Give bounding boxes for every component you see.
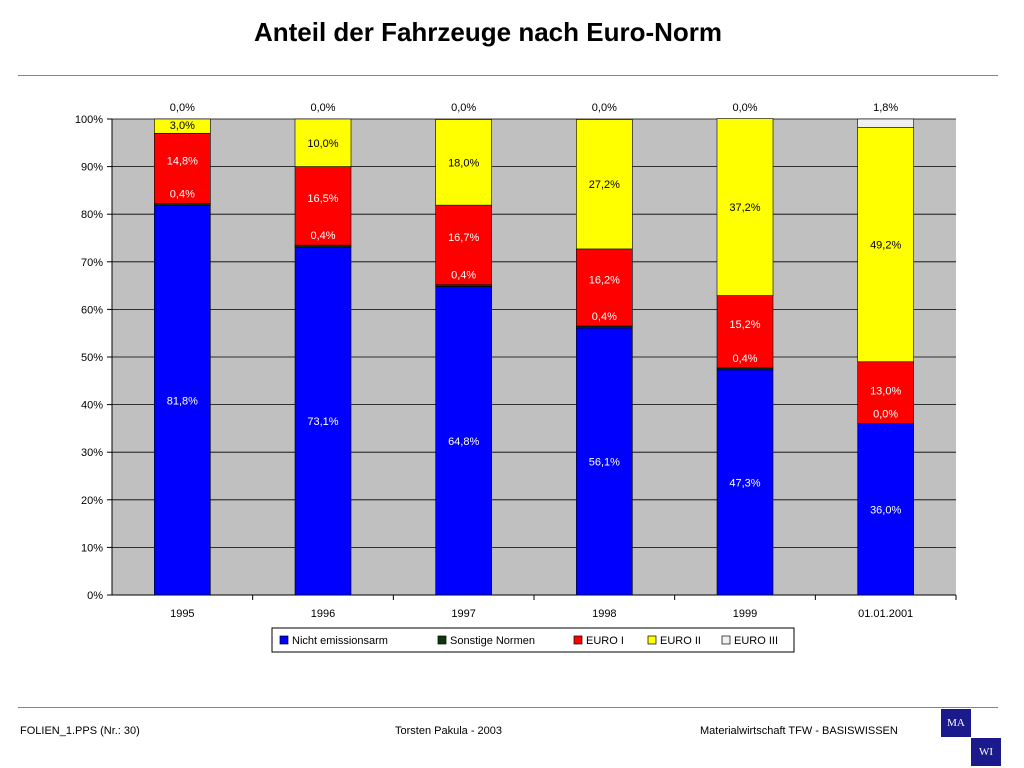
y-tick-label: 100% [75, 114, 103, 126]
logo-ma-box: MA [941, 709, 971, 737]
data-label: 0,0% [732, 102, 757, 114]
bar-segment [716, 118, 774, 296]
footer-divider [18, 707, 998, 708]
data-label: 14,8% [167, 156, 198, 168]
data-label: 37,2% [729, 202, 760, 214]
data-label: 0,0% [873, 409, 898, 421]
legend-swatch [279, 635, 289, 645]
data-label: 36,0% [870, 504, 901, 516]
data-label: 0,4% [592, 311, 617, 323]
legend-label: Nicht emissionsarm [292, 635, 388, 647]
data-label: 0,0% [592, 102, 617, 114]
y-tick-label: 80% [81, 209, 103, 221]
legend-label: Sonstige Normen [450, 635, 535, 647]
y-tick-label: 40% [81, 400, 103, 412]
x-tick-label: 1999 [733, 608, 757, 620]
y-tick-label: 10% [81, 542, 103, 554]
bar-segment [294, 166, 352, 246]
legend-label: EURO III [734, 635, 778, 647]
data-label: 13,0% [870, 386, 901, 398]
data-label: 0,0% [170, 102, 195, 114]
legend-swatch [573, 635, 583, 645]
footer-file-info: FOLIEN_1.PPS (Nr.: 30) [20, 725, 140, 737]
y-tick-label: 90% [81, 162, 103, 174]
bar-segment [576, 119, 633, 250]
bar-segment [435, 119, 492, 206]
data-label: 0,4% [732, 353, 757, 365]
bar-segment [154, 205, 211, 596]
footer-course: Materialwirtschaft TFW - BASISWISSEN [700, 725, 898, 737]
x-tick-label: 1996 [311, 608, 335, 620]
legend-label: EURO II [660, 635, 701, 647]
bar-segment [576, 327, 633, 596]
bar-segment [435, 286, 492, 596]
footer-author: Torsten Pakula - 2003 [395, 725, 503, 737]
bar-segment [857, 361, 914, 424]
data-label: 3,0% [170, 120, 195, 132]
data-label: 56,1% [589, 456, 620, 468]
bar-segment [857, 118, 914, 128]
bar-segment [716, 295, 774, 369]
y-tick-label: 20% [81, 495, 103, 507]
data-label: 15,2% [729, 319, 760, 331]
bar-segment [857, 127, 914, 363]
bar-segment [716, 369, 774, 596]
data-label: 27,2% [589, 179, 620, 191]
data-label: 16,2% [589, 275, 620, 287]
bar-segment [294, 118, 352, 167]
data-label: 0,4% [451, 270, 476, 282]
bar-segment [435, 204, 492, 285]
legend-box [271, 627, 795, 653]
bar-segment [294, 246, 352, 596]
bar-segment [154, 118, 211, 134]
data-label: 0,0% [451, 102, 476, 114]
slide-title: Anteil der Fahrzeuge nach Euro-Norm [253, 17, 723, 47]
y-tick-label: 0% [87, 590, 103, 602]
x-tick-label: 1998 [592, 608, 616, 620]
data-label: 10,0% [307, 138, 338, 150]
legend-swatch [647, 635, 657, 645]
x-tick-label: 1995 [170, 608, 194, 620]
y-tick-label: 50% [81, 352, 103, 364]
legend-label: EURO I [586, 635, 624, 647]
logo-wi-box: WI [971, 738, 1001, 766]
data-label: 81,8% [167, 395, 198, 407]
title-divider [18, 75, 998, 76]
data-label: 0,4% [310, 230, 335, 242]
data-label: 16,5% [307, 193, 338, 205]
legend-swatch [721, 635, 731, 645]
data-label: 73,1% [307, 416, 338, 428]
x-tick-label: 01.01.2001 [858, 608, 913, 620]
legend-swatch [437, 635, 447, 645]
data-label: 47,3% [729, 477, 760, 489]
data-label: 49,2% [870, 240, 901, 252]
y-tick-label: 70% [81, 257, 103, 269]
data-label: 18,0% [448, 157, 479, 169]
data-label: 0,4% [170, 189, 195, 201]
data-label: 16,7% [448, 232, 479, 244]
data-label: 0,0% [310, 102, 335, 114]
y-tick-label: 30% [81, 447, 103, 459]
data-label: 64,8% [448, 436, 479, 448]
y-tick-label: 60% [81, 304, 103, 316]
bar-segment [857, 423, 914, 596]
data-label: 1,8% [873, 102, 898, 114]
stacked-bar-chart: 0% 10% 20% 30% 40% 50% 60% 70% 80% 90% 100% 81,8% 0,… [75, 102, 957, 653]
x-tick-label: 1997 [451, 608, 475, 620]
